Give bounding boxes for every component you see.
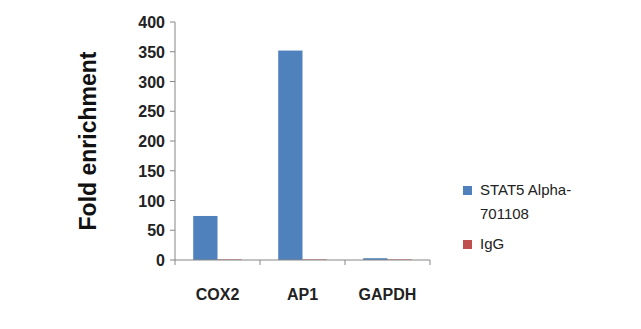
legend-swatch: [463, 240, 472, 249]
y-tick-label: 150: [138, 163, 165, 180]
y-tick: [170, 141, 175, 142]
chart-root: 0 50 100 150 200 250 300 350 400 COX2 AP1 GAPDH Fold…: [0, 0, 641, 329]
bar: [193, 216, 217, 260]
y-axis-label: Fold enrichment: [75, 51, 101, 230]
y-tick: [170, 200, 175, 201]
y-tick-label: 400: [138, 14, 165, 31]
bars: [193, 51, 412, 260]
legend-item: IgG: [463, 232, 590, 256]
bar: [278, 51, 302, 260]
legend-label: IgG: [480, 232, 590, 256]
legend-label: STAT5 Alpha-701108: [480, 178, 590, 226]
y-tick-label: 200: [138, 133, 165, 150]
y-tick: [170, 111, 175, 112]
y-tick: [170, 51, 175, 52]
x-tick: [430, 260, 431, 265]
y-tick-label: 300: [138, 74, 165, 91]
y-tick-label: 250: [138, 103, 165, 120]
x-tick: [175, 260, 176, 265]
y-tick: [170, 230, 175, 231]
y-tick-label: 50: [147, 222, 165, 239]
x-tick: [345, 260, 346, 265]
legend-swatch: [463, 186, 472, 195]
x-tick: [260, 260, 261, 265]
y-tick: [170, 260, 175, 261]
x-axis: [175, 260, 430, 261]
y-tick-label: 350: [138, 44, 165, 61]
y-tick: [170, 81, 175, 82]
y-tick: [170, 22, 175, 23]
y-tick: [170, 170, 175, 171]
legend-item: STAT5 Alpha-701108: [463, 178, 590, 226]
x-tick-label: AP1: [287, 286, 318, 303]
y-tick-label: 100: [138, 193, 165, 210]
x-tick-label: GAPDH: [359, 286, 417, 303]
chart-svg: 0 50 100 150 200 250 300 350 400 COX2 AP1 GAPDH Fold…: [0, 0, 641, 329]
y-tick-label: 0: [156, 252, 165, 269]
x-tick-label: COX2: [196, 286, 240, 303]
